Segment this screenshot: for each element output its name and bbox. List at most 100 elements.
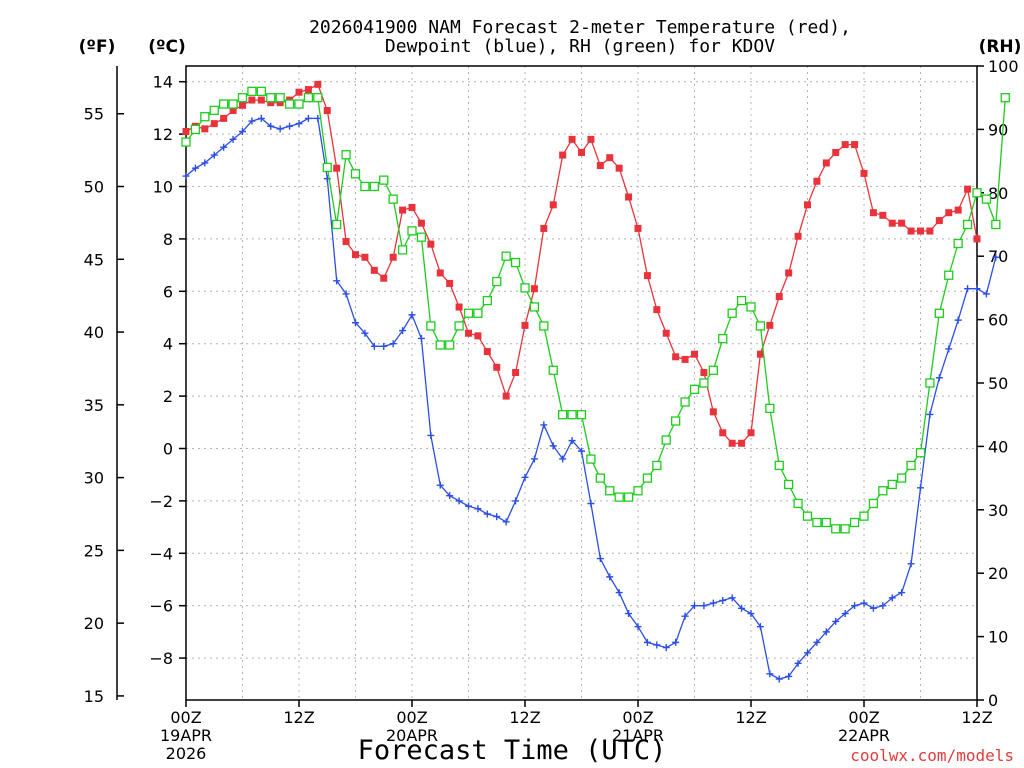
2-meter-temperature-point — [276, 99, 284, 107]
2-meter-temperature-point — [719, 429, 727, 437]
dewpoint-point — [888, 594, 896, 602]
2-meter-temperature-point — [361, 253, 369, 261]
dewpoint-point — [672, 638, 680, 646]
2-meter-temperature-point — [672, 353, 680, 361]
rh-point — [605, 486, 615, 496]
2-meter-temperature-point — [578, 148, 585, 156]
dewpoint-point — [191, 164, 199, 172]
dewpoint-point — [709, 599, 717, 607]
2-meter-temperature-point — [295, 88, 303, 96]
celsius-tick-label: 8 — [163, 230, 173, 249]
rh-point — [746, 302, 756, 312]
2-meter-temperature-point — [841, 141, 849, 149]
rh-point — [868, 498, 879, 509]
fahrenheit-unit-label: (ºF) — [79, 37, 116, 57]
x-tick-label: 00Z — [396, 708, 427, 727]
rh-point — [454, 321, 464, 331]
rh-point — [388, 194, 398, 204]
rh-point — [1000, 93, 1010, 103]
celsius-tick-label: −6 — [149, 597, 173, 616]
2-meter-temperature-point — [794, 232, 802, 240]
dewpoint-point — [455, 497, 463, 505]
dewpoint-point — [794, 659, 802, 667]
dewpoint-point — [964, 285, 972, 293]
rh-point — [275, 93, 285, 103]
2-meter-temperature-point — [832, 148, 840, 156]
rh-point — [435, 340, 445, 350]
2-meter-temperature-point — [813, 177, 821, 185]
dewpoint-point — [417, 334, 425, 342]
2-meter-temperature-point — [822, 159, 830, 167]
2-meter-temperature-point — [549, 201, 557, 209]
celsius-tick-label: 4 — [163, 335, 173, 354]
dewpoint-point — [879, 602, 887, 610]
dewpoint-point — [220, 143, 228, 151]
rh-point — [699, 378, 709, 388]
dewpoint-point — [229, 135, 237, 143]
rh-point — [972, 188, 982, 198]
rh-point — [303, 93, 314, 103]
rh-point — [708, 365, 718, 375]
dewpoint-point — [653, 641, 661, 649]
2-meter-temperature-point — [964, 185, 972, 193]
2-meter-temperature-point — [465, 329, 472, 337]
x-tick-label: 12Z — [509, 708, 540, 727]
dewpoint-point — [973, 285, 981, 293]
2-meter-temperature-point — [926, 227, 934, 235]
rh-unit-label: (RH) — [979, 37, 1022, 57]
2-meter-temperature-point — [869, 209, 877, 217]
2-meter-temperature-point — [709, 408, 717, 416]
fahrenheit-tick-label: 50 — [84, 178, 104, 197]
2-meter-temperature-point — [879, 211, 887, 219]
2-meter-temperature-point — [766, 321, 774, 329]
2-meter-temperature-point — [257, 96, 265, 104]
celsius-tick-label: −8 — [149, 649, 173, 668]
dewpoint-point — [210, 151, 218, 159]
dewpoint-point — [766, 670, 774, 678]
dewpoint-point — [917, 484, 924, 492]
rh-point — [463, 308, 474, 318]
rh-point — [313, 93, 323, 103]
dewpoint-point — [352, 319, 359, 327]
rh-tick-label: 90 — [988, 120, 1008, 139]
2-meter-temperature-point — [860, 169, 868, 177]
2-meter-temperature-point — [954, 206, 962, 214]
rh-point — [200, 112, 210, 122]
dewpoint-point — [483, 510, 491, 518]
rh-point — [595, 473, 605, 483]
2-meter-temperature-point — [917, 227, 924, 235]
rh-point — [991, 219, 1001, 230]
rh-point — [510, 257, 521, 268]
rh-point — [360, 181, 370, 192]
2-meter-temperature-point — [417, 219, 425, 227]
dewpoint-point — [700, 602, 708, 610]
dewpoint-point — [502, 518, 510, 526]
rh-point — [934, 308, 944, 318]
2-meter-temperature-point — [643, 272, 651, 280]
2-meter-temperature-point — [370, 266, 378, 274]
dewpoint-point — [342, 290, 350, 298]
rh-point — [623, 492, 634, 502]
rh-point — [219, 99, 229, 109]
dewpoint-point — [662, 644, 670, 652]
rh-point — [350, 169, 361, 179]
2-meter-temperature-point — [804, 201, 811, 209]
dewpoint-point — [295, 120, 303, 128]
2-meter-temperature-point — [888, 219, 896, 227]
dewpoint-point — [898, 589, 906, 597]
2-meter-temperature-point — [389, 253, 397, 261]
dewpoint-point — [182, 172, 190, 180]
rh-point — [897, 473, 907, 483]
rh-point — [247, 86, 257, 97]
rh-point — [445, 340, 455, 350]
dewpoint-point — [643, 638, 651, 646]
x-axis-label: Forecast Time (UTC) — [358, 735, 667, 766]
2-meter-temperature-point — [691, 350, 698, 358]
2-meter-temperature-point — [747, 429, 755, 437]
dewpoint-point — [568, 437, 576, 445]
dewpoint-point — [926, 410, 934, 418]
2-meter-temperature-point — [380, 274, 388, 282]
x-tick-label: 21APR — [612, 726, 664, 745]
rh-point — [878, 486, 888, 496]
x-tick-label: 00Z — [848, 708, 879, 727]
